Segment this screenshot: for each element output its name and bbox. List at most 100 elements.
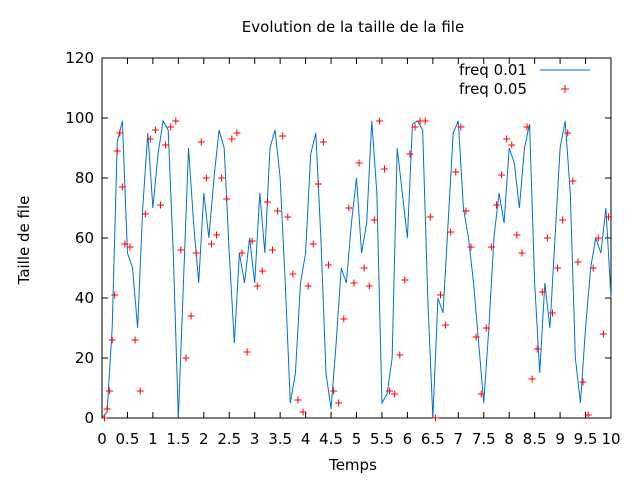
y-axis-label: Taille de file <box>15 196 33 286</box>
data-point <box>167 123 175 131</box>
x-tick-label: 2 <box>199 430 209 448</box>
x-tick-label: 7 <box>454 430 464 448</box>
x-tick-label: 6.5 <box>421 430 445 448</box>
x-tick-label: 5.5 <box>370 430 394 448</box>
data-point <box>599 330 607 338</box>
data-point <box>350 279 358 287</box>
data-point <box>116 129 124 137</box>
x-tick-label: 1.5 <box>166 430 190 448</box>
x-tick-label: 9.5 <box>574 430 598 448</box>
data-point <box>594 234 602 242</box>
data-point <box>253 282 261 290</box>
y-tick-label: 40 <box>75 289 94 307</box>
data-point <box>330 387 338 395</box>
data-point <box>569 177 577 185</box>
data-point <box>391 390 399 398</box>
data-point <box>172 117 180 125</box>
data-point <box>325 261 333 269</box>
data-point <box>498 171 506 179</box>
data-point <box>233 129 241 137</box>
x-tick-label: 8.5 <box>523 430 547 448</box>
data-point <box>106 387 114 395</box>
data-point <box>452 168 460 176</box>
data-point <box>146 135 154 143</box>
data-point <box>187 312 195 320</box>
data-point <box>121 240 129 248</box>
data-point <box>411 123 419 131</box>
data-point <box>131 336 139 344</box>
data-point <box>263 198 271 206</box>
data-point <box>141 210 149 218</box>
data-point <box>442 321 450 329</box>
x-tick-label: 3.5 <box>268 430 292 448</box>
x-axis-ticks: 0 0.5 1 1.5 2 2.5 3 3.5 4 4.5 5 5.5 6 6.5 7 7.5 8 8.5 9 9.5… <box>97 58 621 448</box>
data-point <box>426 213 434 221</box>
legend: freq 0.01 freq 0.05 <box>459 61 590 98</box>
x-tick-label: 7.5 <box>472 430 496 448</box>
data-point <box>528 375 536 383</box>
data-point <box>523 123 531 131</box>
y-tick-label: 120 <box>65 49 94 67</box>
x-tick-label: 4 <box>301 430 311 448</box>
legend-swatch-series-2 <box>561 85 569 93</box>
data-point <box>355 159 363 167</box>
data-point <box>518 249 526 257</box>
data-point <box>375 117 383 125</box>
data-point <box>457 123 465 131</box>
data-point <box>269 246 277 254</box>
data-point <box>548 309 556 317</box>
data-point <box>279 132 287 140</box>
data-point <box>274 207 282 215</box>
data-point <box>421 117 429 125</box>
data-point <box>213 231 221 239</box>
x-tick-label: 8 <box>504 430 514 448</box>
series-points-2 <box>101 117 612 422</box>
data-point <box>258 267 266 275</box>
x-tick-label: 4.5 <box>319 430 343 448</box>
data-point <box>406 150 414 158</box>
data-point <box>162 141 170 149</box>
data-point <box>238 249 246 257</box>
data-point <box>136 387 144 395</box>
data-point <box>294 396 302 404</box>
data-point <box>151 126 159 134</box>
data-point <box>386 387 394 395</box>
data-point <box>467 243 475 251</box>
data-point <box>202 174 210 182</box>
legend-label-series-2: freq 0.05 <box>459 80 527 98</box>
y-tick-label: 80 <box>75 169 94 187</box>
series-layer <box>101 117 612 422</box>
data-point <box>248 237 256 245</box>
data-point <box>396 351 404 359</box>
data-point <box>319 138 327 146</box>
data-point <box>543 234 551 242</box>
data-point <box>177 246 185 254</box>
data-point <box>462 207 470 215</box>
y-tick-label: 0 <box>84 409 94 427</box>
x-tick-label: 10 <box>601 430 620 448</box>
legend-label-series-1: freq 0.01 <box>459 61 527 79</box>
data-point <box>554 264 562 272</box>
data-point <box>111 291 119 299</box>
data-point <box>192 249 200 257</box>
y-tick-label: 20 <box>75 349 94 367</box>
data-point <box>126 243 134 251</box>
data-point <box>584 411 592 419</box>
data-point <box>472 333 480 341</box>
x-axis-label: Temps <box>328 456 377 474</box>
data-point <box>113 147 121 155</box>
data-point <box>503 135 511 143</box>
data-point <box>182 354 190 362</box>
data-point <box>380 165 388 173</box>
data-point <box>309 240 317 248</box>
data-point <box>103 405 111 413</box>
data-point <box>340 315 348 323</box>
x-tick-label: 9 <box>555 430 565 448</box>
data-point <box>243 348 251 356</box>
data-point <box>228 135 236 143</box>
data-point <box>401 276 409 284</box>
data-point <box>436 291 444 299</box>
x-tick-label: 1 <box>148 430 158 448</box>
data-point <box>487 243 495 251</box>
